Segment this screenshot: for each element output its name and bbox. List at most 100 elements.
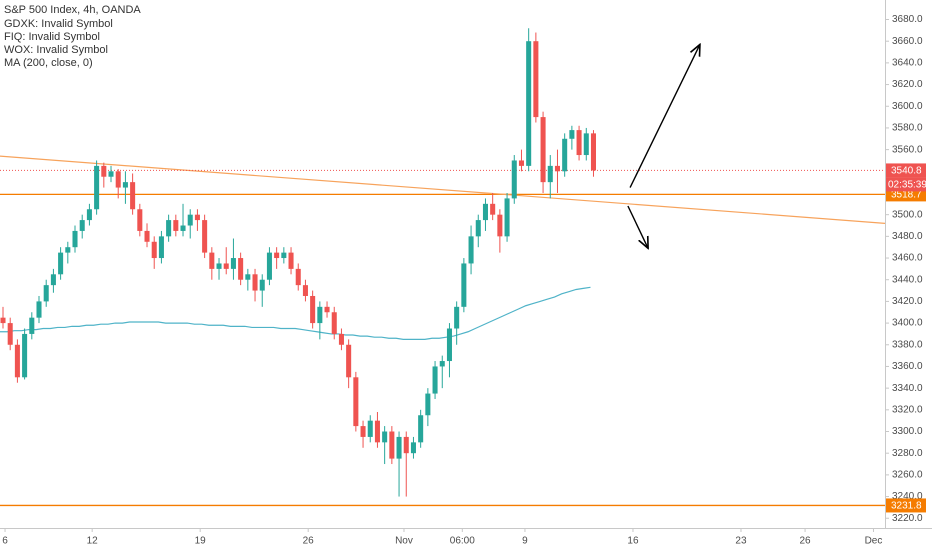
legend-entry: GDXK: Invalid Symbol <box>4 18 113 30</box>
countdown-label: 02:35:39 <box>888 180 927 191</box>
candle-body <box>353 377 359 427</box>
legend-entry: MA (200, close, 0) <box>4 57 93 69</box>
moving-average <box>0 286 591 340</box>
arrow <box>629 44 700 188</box>
y-tick-label: 3240.0 <box>892 491 923 502</box>
plot-area <box>0 28 886 507</box>
candle-body <box>115 171 121 188</box>
x-tick-label: 23 <box>735 536 747 547</box>
y-tick-label: 3300.0 <box>892 426 923 437</box>
candle-body <box>547 165 553 183</box>
candle-body <box>7 323 13 345</box>
y-tick-label: 3340.0 <box>892 383 923 394</box>
y-tick-label: 3480.0 <box>892 231 923 242</box>
candle-body <box>346 344 352 378</box>
candle-body <box>130 182 136 210</box>
candle-body <box>180 225 186 231</box>
candle-body <box>533 41 539 118</box>
candle-body <box>590 133 597 171</box>
candle-body <box>324 306 330 313</box>
y-tick-label: 3640.0 <box>892 58 923 69</box>
y-tick-label: 3420.0 <box>892 296 923 307</box>
y-tick-label: 3680.0 <box>892 14 923 25</box>
price-label: 3518.7 <box>891 190 922 201</box>
y-tick-label: 3320.0 <box>892 404 923 415</box>
candle-body <box>475 220 481 237</box>
price-label: 3540.8 <box>891 166 922 177</box>
candle-body <box>418 415 424 443</box>
x-tick-label: 6 <box>2 536 8 547</box>
candle-body <box>58 252 64 275</box>
candle-body <box>554 165 560 172</box>
x-tick-label: 9 <box>522 536 528 547</box>
y-tick-label: 3440.0 <box>892 274 923 285</box>
candle-body <box>317 306 323 324</box>
candle-body <box>252 274 258 291</box>
candle-body <box>266 252 272 280</box>
y-tick-label: 3500.0 <box>892 209 923 220</box>
y-tick-label: 3360.0 <box>892 361 923 372</box>
x-tick-label: 06:00 <box>450 536 475 547</box>
candle-body <box>569 130 575 139</box>
candle-body <box>86 209 92 221</box>
price-label: 3231.8 <box>891 501 922 512</box>
x-tick-label: Dec <box>865 536 883 547</box>
candle-body <box>79 220 85 231</box>
candle-body <box>497 214 503 237</box>
trendline <box>0 155 886 224</box>
candle-body <box>389 431 395 459</box>
legend-entry: FIQ: Invalid Symbol <box>4 31 100 43</box>
candle-body <box>187 214 193 226</box>
candle-body <box>338 333 344 345</box>
candle-body <box>468 236 474 264</box>
candle-body <box>259 279 265 291</box>
candle-body <box>173 220 179 231</box>
candle-body <box>310 295 316 324</box>
candle-body <box>151 241 157 259</box>
y-tick-label: 3260.0 <box>892 470 923 481</box>
candle-body <box>425 393 431 416</box>
candle-body <box>490 203 496 215</box>
candle-body <box>583 133 589 156</box>
candle-body <box>94 165 100 210</box>
candle-body <box>245 274 251 280</box>
candle-body <box>209 252 215 269</box>
legend: S&P 500 Index, 4h, OANDA GDXK: Invalid S… <box>4 4 141 69</box>
y-tick-label: 3220.0 <box>892 513 923 524</box>
candle-body <box>288 252 294 269</box>
y-tick-label: 3560.0 <box>892 144 923 155</box>
candle-body <box>29 317 35 334</box>
candle-body <box>403 436 409 454</box>
arrow <box>627 205 648 248</box>
candle-body <box>540 117 546 183</box>
candle-body <box>0 317 6 324</box>
candle-body <box>374 420 380 443</box>
candle-body <box>274 252 280 259</box>
y-tick-label: 3620.0 <box>892 79 923 90</box>
candle-body <box>511 160 517 199</box>
candle-body <box>230 258 236 269</box>
candle-body <box>518 160 524 166</box>
candle-body <box>194 214 200 221</box>
candle-body <box>238 258 244 280</box>
y-tick-label: 3460.0 <box>892 253 923 264</box>
price-label-box <box>886 163 926 178</box>
candle-body <box>562 138 568 172</box>
y-tick-label: 3660.0 <box>892 36 923 47</box>
y-tick-label: 3380.0 <box>892 339 923 350</box>
candle-body <box>223 263 229 269</box>
candle-body <box>65 247 71 253</box>
y-tick-label: 3600.0 <box>892 101 923 112</box>
candle-body <box>144 230 150 242</box>
candle-body <box>504 198 510 237</box>
candle-body <box>446 328 452 362</box>
candle-body <box>202 220 208 253</box>
y-tick-label: 3400.0 <box>892 318 923 329</box>
legend-entry: WOX: Invalid Symbol <box>4 44 108 56</box>
candle-body <box>360 426 366 437</box>
candle-body <box>482 203 488 221</box>
candle-body <box>461 263 467 307</box>
y-tick-label: 3580.0 <box>892 123 923 134</box>
candle-body <box>216 263 222 269</box>
